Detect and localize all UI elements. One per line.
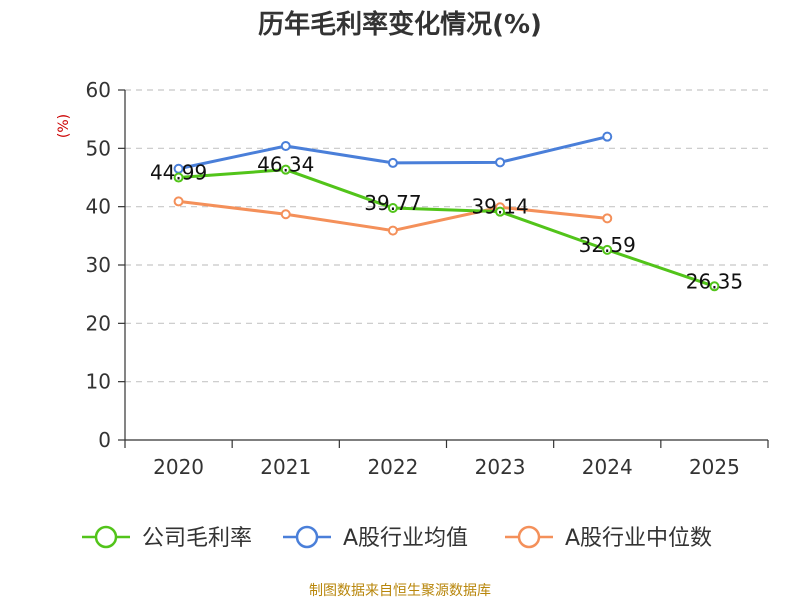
data-point-0-2023 (495, 206, 506, 217)
y-tick-label: 50 (86, 136, 111, 160)
x-tick-label-2021: 2021 (260, 455, 311, 479)
data-point-0-2021 (280, 164, 291, 175)
data-label-2024: 32.59 (579, 233, 636, 257)
data-point-2-2024 (602, 213, 613, 224)
legend-item-1[interactable]: A股行业均值 (283, 525, 468, 551)
data-point-2-2022 (387, 225, 398, 236)
y-axis-unit-label: (%) (56, 114, 72, 138)
x-tick-label-2023: 2023 (475, 455, 526, 479)
data-point-1-2022 (387, 157, 398, 168)
data-point-0-2024 (602, 244, 613, 255)
legend[interactable]: 公司毛利率 A股行业均值 A股行业中位数 (82, 525, 712, 551)
legend-marker-0 (94, 525, 118, 549)
data-label-2022: 39.77 (364, 191, 421, 215)
y-tick-label: 40 (86, 195, 111, 219)
series-lines (173, 131, 720, 292)
data-label-2023: 39.14 (471, 195, 528, 219)
x-tick-label-2020: 2020 (153, 455, 204, 479)
data-labels: 44.99 46.34 39.77 39.14 32.59 26.35 (150, 153, 743, 294)
data-point-0-2022 (387, 203, 398, 214)
data-point-1-2024 (602, 131, 613, 142)
x-tick-label-2025: 2025 (689, 455, 740, 479)
chart-title: 历年毛利率变化情况(%) (258, 10, 542, 40)
data-point-0-2020 (173, 172, 184, 183)
legend-marker-1 (295, 525, 319, 549)
x-tick-label-2022: 2022 (367, 455, 418, 479)
data-point-2-2020 (173, 196, 184, 207)
data-label-2025: 26.35 (686, 269, 743, 293)
y-tick-label: 30 (86, 253, 111, 277)
data-label-2020: 44.99 (150, 161, 207, 185)
source-footer: 制图数据来自恒生聚源数据库 (309, 583, 491, 599)
legend-label-0: 公司毛利率 (142, 526, 252, 551)
y-tick-label: 10 (86, 370, 111, 394)
legend-marker-2 (517, 525, 541, 549)
legend-label-2: A股行业中位数 (565, 526, 712, 551)
legend-item-2[interactable]: A股行业中位数 (505, 525, 712, 551)
data-point-1-2021 (280, 141, 291, 151)
data-point-1-2023 (495, 157, 506, 168)
data-point-2-2021 (280, 209, 291, 220)
axes: 0 10 20 30 40 50 60 (%) 2020 2021 2022 2023 2024 2025 (56, 78, 769, 479)
data-point-0-2025 (709, 281, 720, 292)
y-tick-label: 60 (86, 78, 111, 102)
data-label-2021: 46.34 (257, 153, 314, 177)
x-tick-label-2024: 2024 (582, 455, 633, 479)
y-tick-label: 0 (98, 428, 111, 452)
legend-label-1: A股行业均值 (343, 526, 468, 551)
y-tick-label: 20 (86, 311, 111, 335)
series-line-0 (178, 168, 715, 288)
legend-item-0[interactable]: 公司毛利率 (82, 525, 252, 551)
grid-lines (125, 89, 768, 383)
